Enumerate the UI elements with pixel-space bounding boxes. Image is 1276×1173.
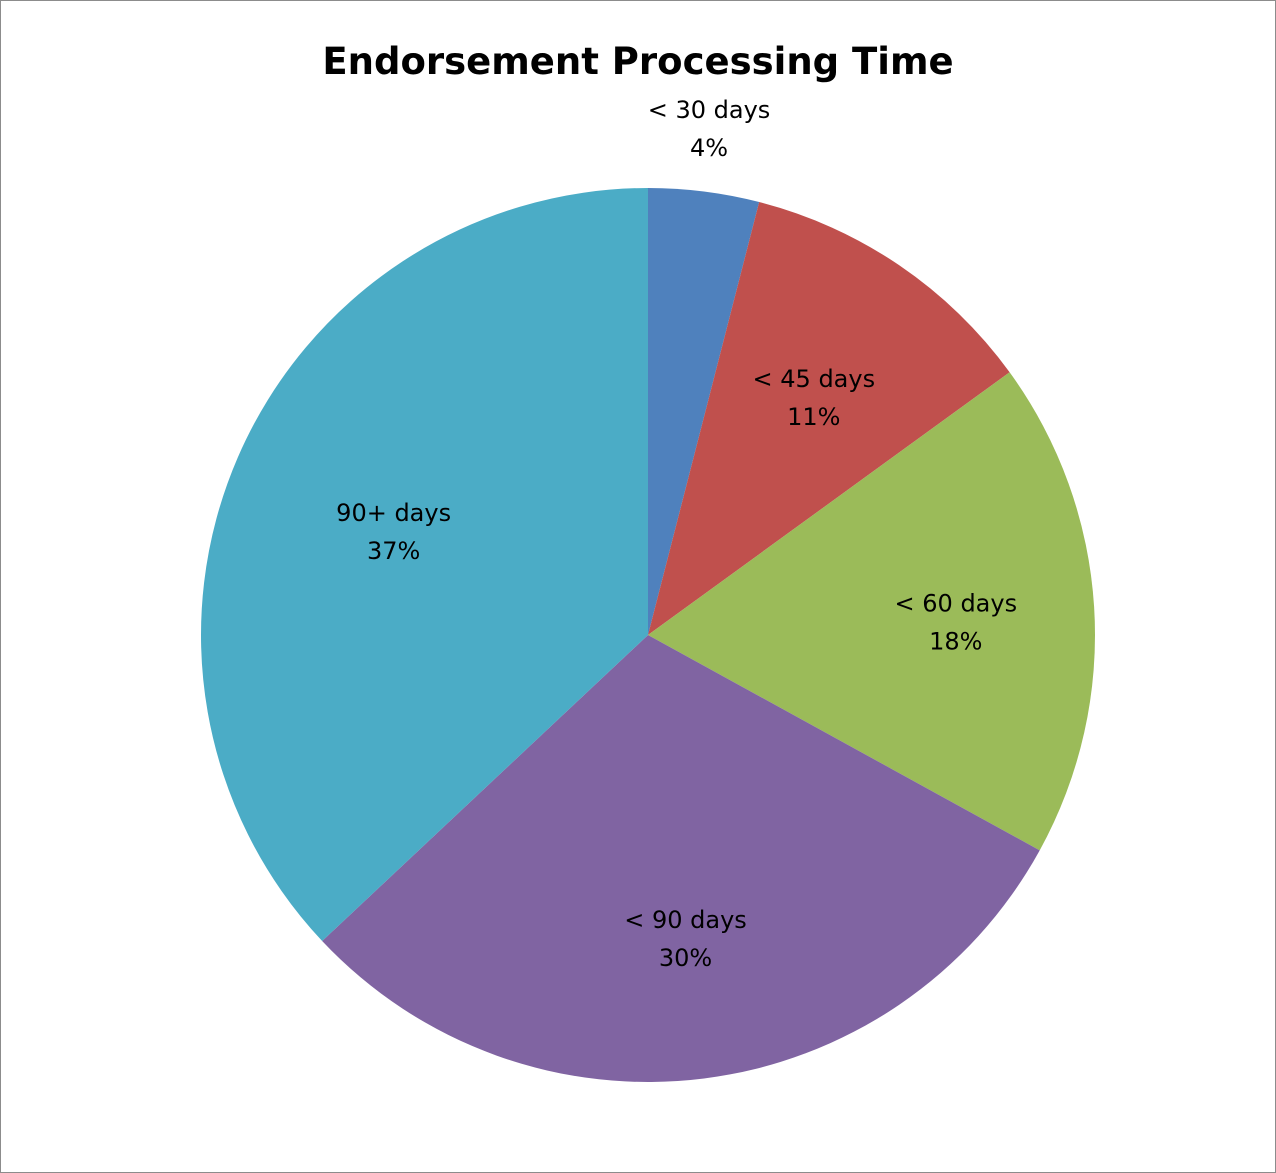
pie-slice [322,635,1040,1083]
pie-slice [648,202,1010,635]
slice-category-label: < 30 days [648,96,771,124]
slice-category-label: 90+ days [336,499,451,527]
slice-value-label: 4% [690,134,728,162]
slice-value-label: 18% [929,628,982,656]
slice-value-label: 37% [367,537,420,565]
pie-slices [201,188,1095,1083]
pie-labels: < 30 days 4% < 45 days 11% < 60 days 18% < 90 … [336,96,1017,972]
pie-slice [648,188,760,635]
slice-value-label: 11% [787,403,840,431]
pie-slice [201,188,649,941]
slice-category-label: < 45 days [753,365,876,393]
slice-value-label: 30% [659,944,712,972]
slice-category-label: < 60 days [895,590,1018,618]
pie-slice [648,372,1095,851]
chart-title: Endorsement Processing Time [322,40,954,83]
slice-category-label: < 90 days [624,906,747,934]
